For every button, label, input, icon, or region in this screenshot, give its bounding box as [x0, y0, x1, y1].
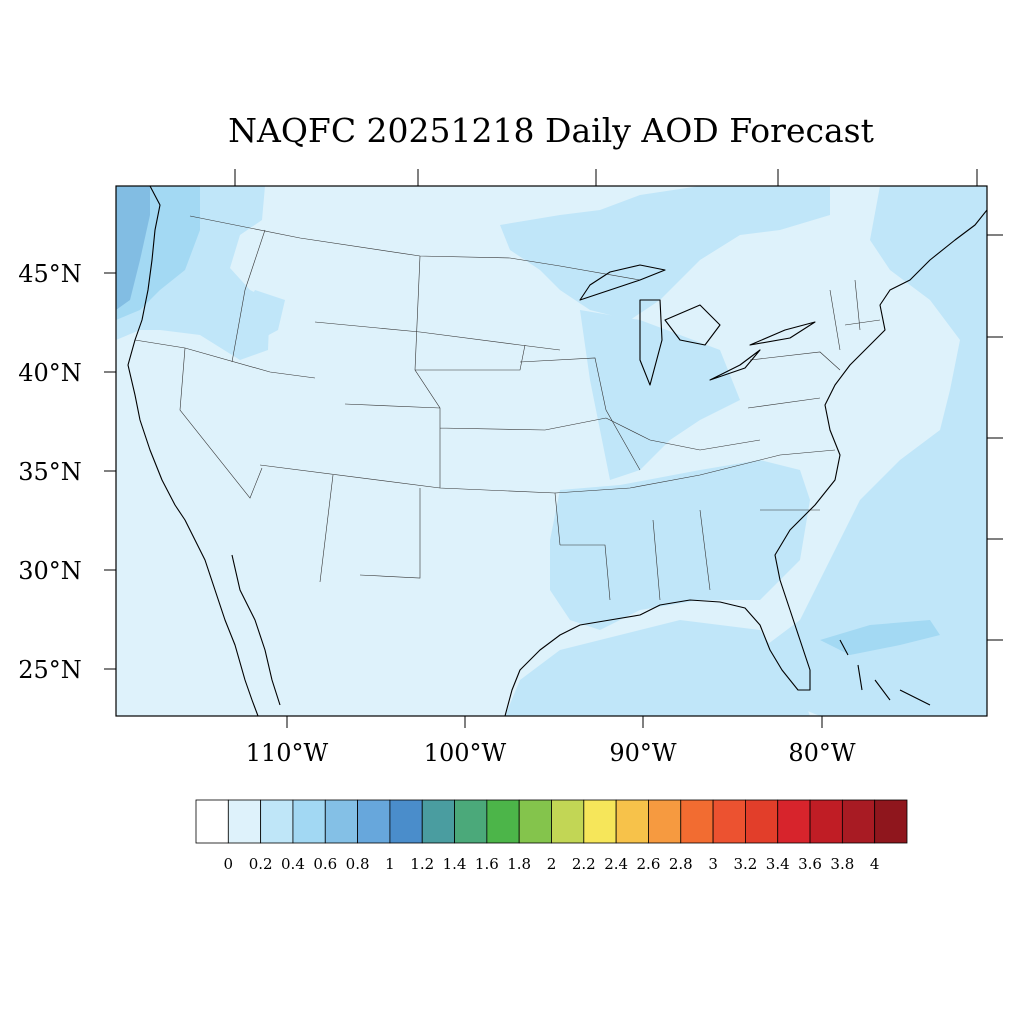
aod-region-snake-river [238, 290, 285, 345]
lon-label-110w: 110°W [246, 739, 329, 767]
colorbar-tick-label: 3.6 [798, 855, 822, 873]
aod-region-gulf [505, 620, 810, 716]
latitude-axis: 45°N 40°N 35°N 30°N 25°N [18, 234, 1003, 684]
colorbar-box [389, 799, 423, 844]
colorbar-tick-label: 2.6 [637, 855, 661, 873]
colorbar-box [195, 799, 229, 844]
colorbar-box [583, 799, 617, 844]
colorbar-labels: 0 0.2 0.4 0.6 0.8 1 1.2 1.4 1.6 1.8 2 2.2 2.4 2.6 2.8 3… [224, 855, 880, 873]
colorbar-box [486, 799, 520, 844]
state-borders [134, 215, 881, 601]
aod-region-southeast [550, 460, 810, 630]
lat-label-30: 30°N [18, 557, 82, 585]
aod-field-low [116, 186, 987, 716]
lon-label-90w: 90°W [609, 739, 677, 767]
colorbar-tick-label: 3 [708, 855, 718, 873]
colorbar-box [421, 799, 455, 844]
colorbar-tick-label: 2.4 [604, 855, 628, 873]
lon-label-100w: 100°W [424, 739, 507, 767]
gulf-coastline [504, 599, 811, 716]
colorbar-tick-label: 1 [385, 855, 395, 873]
colorbar-box [292, 799, 326, 844]
colorbar: 0 0.2 0.4 0.6 0.8 1 1.2 1.4 1.6 1.8 2 2.2 2.4 2.6 2.8 3… [195, 799, 908, 873]
border-northeast [747, 279, 881, 409]
lat-label-25: 25°N [18, 656, 82, 684]
colorbar-boxes [195, 799, 908, 844]
colorbar-tick-label: 4 [870, 855, 880, 873]
colorbar-box [324, 799, 358, 844]
colorbar-tick-label: 0.4 [281, 855, 305, 873]
lon-label-80w: 80°W [788, 739, 856, 767]
border-west [134, 229, 561, 499]
colorbar-tick-label: 2.8 [669, 855, 693, 873]
lat-ticks-left [104, 272, 116, 670]
colorbar-tick-label: 0.2 [249, 855, 273, 873]
colorbar-box [745, 799, 779, 844]
lon-ticks-bottom [286, 716, 823, 728]
colorbar-tick-label: 3.4 [766, 855, 790, 873]
colorbar-box [518, 799, 552, 844]
colorbar-tick-label: 1.4 [443, 855, 467, 873]
map-frame [115, 185, 988, 717]
canada-border [189, 215, 641, 281]
colorbar-box [357, 799, 391, 844]
map-panel [116, 186, 987, 716]
colorbar-box [809, 799, 843, 844]
colorbar-tick-label: 2 [547, 855, 557, 873]
longitude-axis: 110°W 100°W 90°W 80°W [234, 169, 978, 767]
map-title: NAQFC 20251218 Daily AOD Forecast [228, 111, 874, 150]
colorbar-tick-label: 2.2 [572, 855, 596, 873]
colorbar-box [680, 799, 714, 844]
colorbar-tick-label: 0.8 [346, 855, 370, 873]
colorbar-tick-label: 1.8 [507, 855, 531, 873]
colorbar-box [712, 799, 746, 844]
pacific-coastline [127, 186, 259, 716]
colorbar-box [777, 799, 811, 844]
colorbar-box [841, 799, 876, 844]
colorbar-tick-label: 3.2 [733, 855, 757, 873]
border-midwest [519, 357, 836, 601]
colorbar-box [615, 799, 649, 844]
baja-gulf-coastline [231, 554, 281, 706]
colorbar-tick-label: 0 [224, 855, 234, 873]
great-lakes-outline [579, 264, 816, 386]
colorbar-box [227, 799, 262, 844]
aod-region-ohio-valley [580, 310, 740, 480]
aod-region-atlantic [760, 186, 987, 716]
colorbar-tick-label: 3.8 [830, 855, 854, 873]
lat-label-40: 40°N [18, 359, 82, 387]
aod-region-great-lakes [500, 186, 830, 320]
colorbar-box [874, 799, 908, 844]
aod-field-high [116, 186, 150, 310]
colorbar-box [454, 799, 488, 844]
lat-label-35: 35°N [18, 458, 82, 486]
border-plains [259, 255, 561, 583]
colorbar-box [260, 799, 294, 844]
bahamas-islands [839, 639, 931, 706]
coastlines [127, 186, 987, 716]
colorbar-box [648, 799, 682, 844]
colorbar-tick-label: 0.6 [313, 855, 337, 873]
atlantic-coastline [774, 209, 987, 611]
lat-ticks-right [987, 234, 1003, 641]
colorbar-box [551, 799, 585, 844]
aod-region-coastal-max [116, 186, 150, 310]
lat-label-45: 45°N [18, 260, 82, 288]
colorbar-tick-label: 1.6 [475, 855, 499, 873]
aod-region-bahamas [820, 620, 940, 655]
lon-ticks-top [234, 169, 978, 186]
colorbar-tick-label: 1.2 [410, 855, 434, 873]
